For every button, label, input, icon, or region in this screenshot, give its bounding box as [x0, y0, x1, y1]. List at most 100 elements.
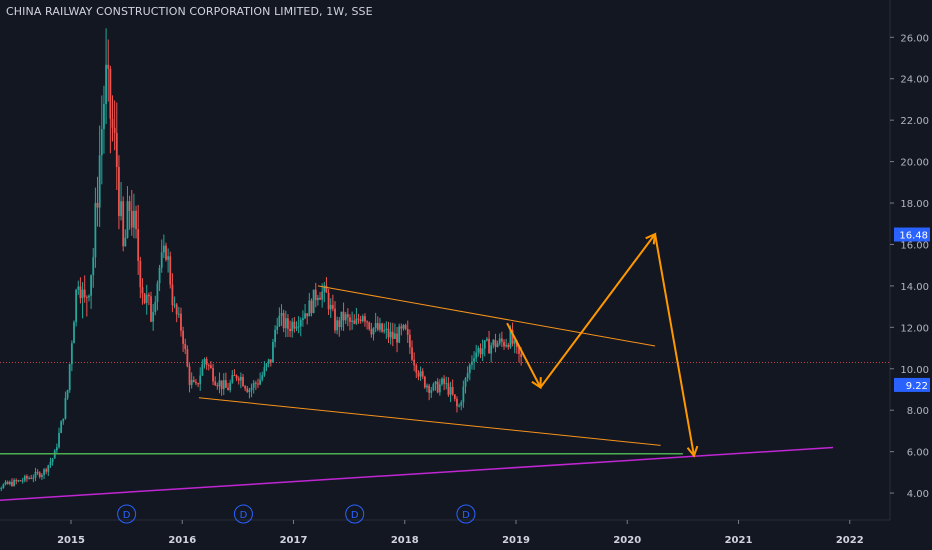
- candle-body: [334, 308, 336, 331]
- candle-body: [55, 447, 58, 451]
- candle-body: [195, 381, 197, 384]
- candle-body: [28, 477, 30, 479]
- candle-body: [244, 386, 247, 389]
- candle-body: [222, 380, 225, 390]
- candle-body: [274, 329, 277, 343]
- candle-body: [6, 481, 9, 485]
- axis-layer: 4.00 6.00 8.00 10.00 12.00 14.00 16.00 18.00 20.…: [57, 33, 930, 546]
- candle-body: [310, 300, 313, 314]
- candle-body: [511, 330, 514, 344]
- dividend-marker: [456, 504, 476, 524]
- candle-body: [212, 368, 214, 382]
- candle-body: [81, 289, 84, 299]
- candle-body: [68, 364, 71, 391]
- candle-body: [496, 343, 499, 348]
- candle-body: [336, 320, 339, 331]
- candle-body: [233, 375, 236, 377]
- candle-body: [479, 348, 482, 355]
- candle-body: [513, 341, 516, 344]
- y-tick-label: 26.00: [900, 33, 929, 44]
- candle-body: [162, 245, 165, 253]
- candle-body: [426, 385, 428, 388]
- candle-body: [387, 328, 390, 338]
- projection-arrowhead: [686, 445, 699, 458]
- candle-body: [180, 313, 182, 331]
- y-tick-label: 20.00: [900, 158, 929, 169]
- candle-body: [492, 339, 495, 346]
- candle-body: [220, 380, 223, 390]
- x-tick-label: 2015: [57, 535, 85, 546]
- candle-body: [421, 371, 424, 377]
- candle-body: [498, 338, 501, 344]
- candle-body: [165, 245, 167, 260]
- candle-body: [449, 386, 452, 395]
- candle-body: [98, 155, 101, 208]
- candle-body: [417, 372, 420, 377]
- candle-body: [280, 313, 283, 316]
- candle-body: [453, 394, 456, 399]
- candle-body: [60, 421, 63, 433]
- candle-body: [92, 257, 95, 276]
- candle-body: [210, 365, 212, 369]
- y-tick-label: 10.00: [900, 365, 929, 376]
- candle-body: [503, 341, 505, 347]
- candle-body: [383, 330, 386, 332]
- candle-body: [436, 381, 439, 393]
- candle-body: [394, 333, 396, 339]
- candle-body: [385, 328, 388, 331]
- candle-body: [169, 256, 172, 285]
- candle-body: [167, 256, 170, 260]
- candle-body: [263, 367, 266, 376]
- trendline-lower-channel: [198, 397, 661, 446]
- candle-body: [73, 322, 75, 344]
- candle-body: [379, 323, 381, 330]
- candle-body: [224, 380, 227, 388]
- candle-body: [19, 480, 22, 482]
- y-tick-label: 18.00: [900, 199, 929, 210]
- candle-body: [370, 329, 373, 335]
- projection-arrow-segment: [506, 322, 542, 388]
- candle-body: [408, 334, 411, 348]
- candle-body: [505, 344, 508, 347]
- candle-body: [32, 477, 35, 479]
- candle-body: [105, 64, 107, 105]
- candle-body: [143, 293, 146, 303]
- candle-body: [306, 313, 309, 317]
- candle-body: [464, 378, 467, 387]
- candle-body: [355, 318, 358, 324]
- candle-body: [175, 304, 178, 315]
- candle-body: [158, 267, 161, 284]
- candle-body: [231, 375, 234, 383]
- candle-body: [353, 320, 356, 324]
- candle-body: [261, 375, 264, 380]
- dividend-marker: [233, 504, 253, 524]
- candle-body: [41, 474, 43, 478]
- candle-body: [139, 260, 142, 288]
- candle-body: [214, 381, 217, 386]
- candle-body: [23, 476, 26, 481]
- candle-body: [2, 484, 5, 489]
- candle-body: [400, 326, 403, 329]
- candle-body: [4, 481, 7, 485]
- candle-body: [443, 378, 446, 384]
- x-tick-label: 2021: [725, 535, 753, 546]
- candle-body: [109, 68, 112, 119]
- candle-body: [374, 323, 377, 328]
- candle-body: [473, 358, 475, 362]
- y-tick-label: 8.00: [907, 406, 929, 417]
- candle-body: [404, 325, 407, 329]
- candle-body: [17, 480, 20, 482]
- x-tick-label: 2017: [280, 535, 308, 546]
- candle-body: [460, 402, 463, 406]
- candle-body: [312, 289, 315, 314]
- candle-body: [77, 286, 80, 290]
- candle-body: [96, 202, 99, 208]
- candle-body: [265, 363, 268, 368]
- candle-body: [145, 294, 148, 303]
- candle-body: [130, 211, 133, 228]
- x-tick-label: 2016: [168, 535, 196, 546]
- candle-body: [229, 382, 232, 391]
- candle-body: [445, 383, 448, 385]
- price-badge-label: 9.22: [906, 381, 928, 392]
